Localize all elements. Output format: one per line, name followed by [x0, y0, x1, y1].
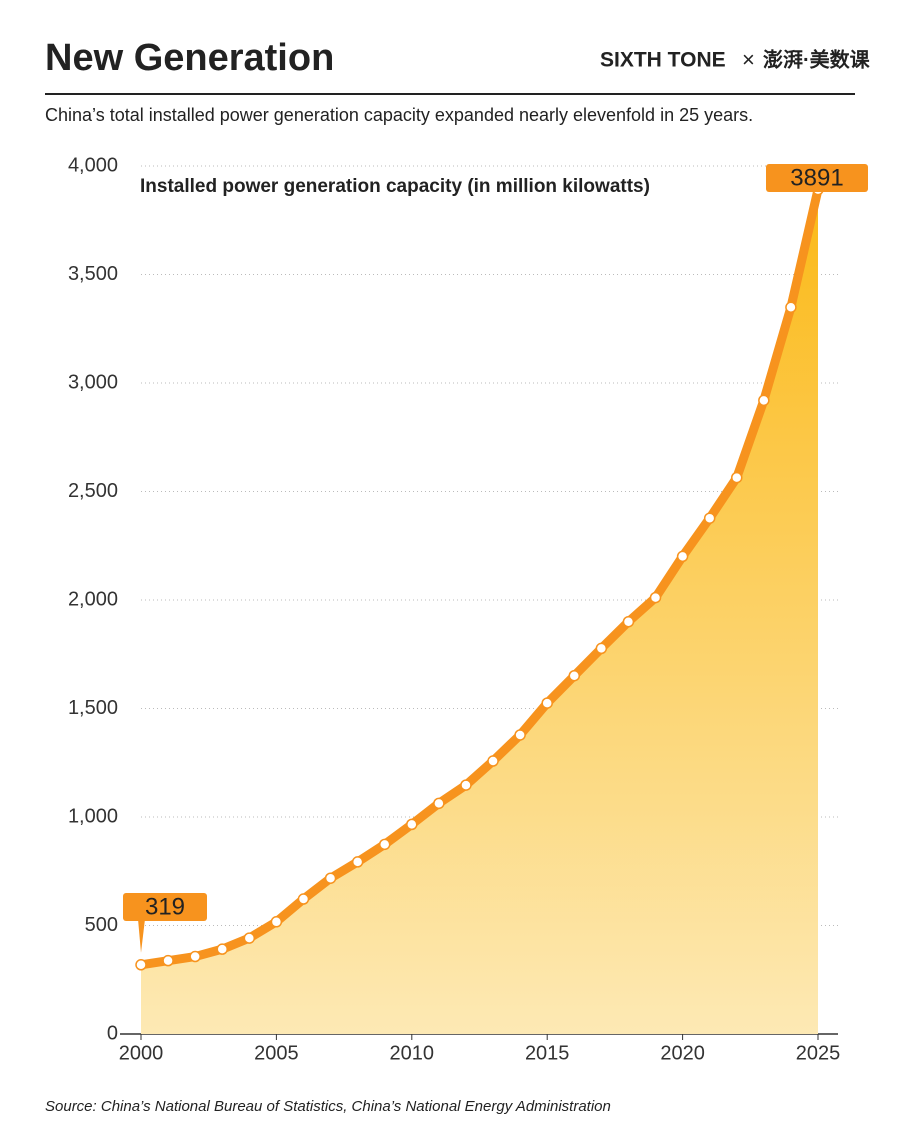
point: [703, 512, 716, 524]
y-tick-label: 4,000: [68, 154, 118, 176]
point: [270, 916, 283, 928]
y-tick-label: 1,500: [68, 697, 118, 719]
point: [622, 615, 635, 628]
point: [731, 471, 743, 484]
y-tick-label: 0: [107, 1022, 118, 1044]
x-tick-label: 2000: [119, 1042, 164, 1064]
y-tick-label: 1,000: [68, 805, 118, 827]
point: [514, 729, 526, 741]
point: [758, 394, 770, 407]
point: [568, 669, 581, 682]
brand-separator: ×: [742, 47, 755, 72]
y-tick-label: 2,000: [68, 588, 118, 610]
subtitle: China’s total installed power generation…: [45, 105, 753, 125]
point: [676, 550, 689, 563]
point: [649, 591, 662, 604]
value-label: 319: [145, 893, 185, 920]
x-tick-label: 2025: [796, 1042, 841, 1064]
point: [189, 950, 201, 963]
callout-pointer: [138, 919, 145, 953]
x-tick-label: 2010: [390, 1042, 435, 1064]
point: [541, 697, 553, 709]
x-tick-label: 2020: [660, 1042, 705, 1064]
callout-box: [766, 164, 868, 192]
chart-title: New Generation: [45, 37, 334, 79]
point: [135, 959, 147, 971]
y-axis-title: Installed power generation capacity (in …: [140, 176, 650, 197]
point: [460, 779, 472, 791]
point: [243, 932, 256, 944]
point: [785, 301, 797, 314]
point: [297, 893, 310, 905]
point: [433, 797, 445, 810]
area: [141, 189, 818, 1034]
y-tick-label: 2,500: [68, 480, 118, 502]
brand: SIXTH TONE: [600, 49, 726, 72]
point: [406, 818, 418, 831]
point: [324, 872, 337, 884]
point: [487, 755, 499, 767]
y-tick-label: 500: [85, 914, 118, 936]
y-tick-label: 3,500: [68, 263, 118, 285]
point: [378, 838, 391, 851]
point: [216, 943, 228, 955]
partner: 澎湃·美数课: [763, 47, 871, 71]
point: [351, 856, 364, 868]
point: [162, 954, 174, 967]
callout-box: [123, 893, 207, 921]
x-tick-label: 2005: [254, 1042, 299, 1064]
y-tick-label: 3,000: [68, 371, 118, 393]
source: Source: China’s National Bureau of Stati…: [45, 1098, 611, 1115]
point: [595, 642, 608, 655]
x-tick-label: 2015: [525, 1042, 570, 1064]
value-label: 3891: [790, 164, 843, 191]
